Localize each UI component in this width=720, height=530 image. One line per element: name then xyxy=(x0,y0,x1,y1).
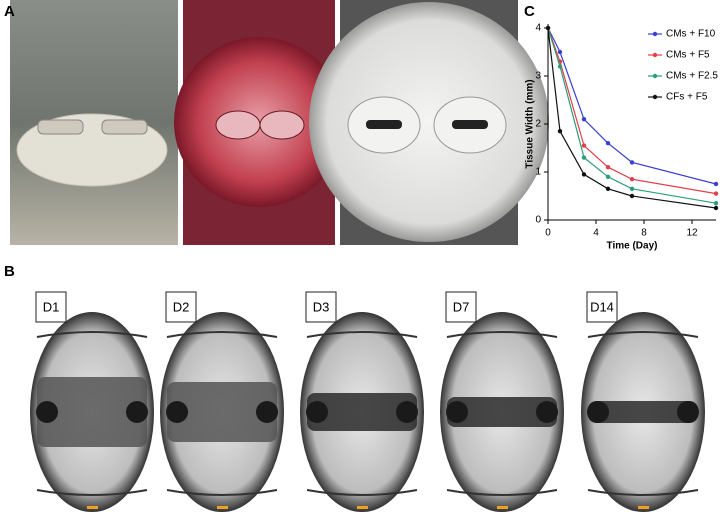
post xyxy=(587,401,609,423)
y-tick-label: 2 xyxy=(535,119,541,130)
point xyxy=(629,186,635,191)
y-tick-label: 3 xyxy=(535,71,541,82)
point xyxy=(713,181,719,187)
edge xyxy=(306,331,418,338)
series-line xyxy=(547,27,717,195)
panel-label: C xyxy=(524,3,535,20)
y-tick-label: 0 xyxy=(535,215,541,226)
tissue xyxy=(447,397,557,427)
point xyxy=(581,155,587,160)
well xyxy=(101,119,148,135)
point xyxy=(629,193,635,199)
point xyxy=(713,191,719,196)
y-tick-label: 4 xyxy=(535,23,541,34)
day-label: D2 xyxy=(173,299,190,314)
edge xyxy=(166,331,278,338)
well xyxy=(259,110,305,140)
point xyxy=(605,165,611,170)
point xyxy=(557,64,563,69)
tissue xyxy=(588,401,698,423)
point xyxy=(557,49,563,55)
dish xyxy=(309,2,549,242)
wells-b: D1 D2 D3 D7 D14 xyxy=(30,291,705,512)
well xyxy=(37,119,84,135)
legend-marker xyxy=(652,52,658,58)
edge xyxy=(36,331,148,338)
point xyxy=(713,201,719,206)
post xyxy=(677,401,699,423)
tissue xyxy=(167,382,277,442)
day-box xyxy=(586,291,618,323)
edge xyxy=(166,489,278,496)
point xyxy=(605,186,611,191)
day-box xyxy=(445,291,477,323)
legend-marker xyxy=(652,31,658,37)
legend-marker xyxy=(652,94,658,100)
post xyxy=(446,401,468,423)
legend-label: CFs + F5 xyxy=(666,92,708,103)
point xyxy=(605,141,611,146)
post xyxy=(256,401,278,423)
point xyxy=(629,177,635,182)
legend-label: CMs + F5 xyxy=(666,50,710,61)
post xyxy=(126,401,148,423)
tissue xyxy=(37,377,147,447)
post xyxy=(306,401,328,423)
photos-a xyxy=(10,0,549,245)
point xyxy=(581,172,587,177)
edge xyxy=(306,489,418,496)
x-tick-label: 0 xyxy=(545,228,551,239)
legend-marker xyxy=(652,73,658,79)
legend-label: CMs + F2.5 xyxy=(666,71,718,82)
series-line xyxy=(547,27,717,209)
post xyxy=(36,401,58,423)
x-tick-label: 4 xyxy=(593,228,599,239)
x-axis-label: Time (Day) xyxy=(607,241,658,252)
y-tick-label: 1 xyxy=(535,167,541,178)
post xyxy=(166,401,188,423)
post xyxy=(396,401,418,423)
tissue xyxy=(366,120,402,129)
day-box xyxy=(305,291,337,323)
x-tick-label: 12 xyxy=(686,228,698,239)
day-box xyxy=(35,291,67,323)
point xyxy=(545,25,551,31)
edge xyxy=(36,489,148,496)
scale-bar xyxy=(87,506,98,509)
point xyxy=(629,160,635,165)
scale-bar xyxy=(217,506,228,509)
panel-label: B xyxy=(4,263,15,280)
day-label: D3 xyxy=(313,299,330,314)
day-label: D1 xyxy=(43,299,60,314)
point xyxy=(581,117,587,122)
edge xyxy=(446,489,558,496)
legend-label: CMs + F10 xyxy=(666,29,716,40)
day-label: D14 xyxy=(590,299,614,314)
scale-bar xyxy=(638,506,649,509)
y-axis-label: Tissue Width (mm) xyxy=(525,79,536,168)
point xyxy=(713,205,719,211)
day-box xyxy=(165,291,197,323)
edge xyxy=(587,489,699,496)
edge xyxy=(446,331,558,338)
scale-bar xyxy=(357,506,368,509)
edge xyxy=(587,331,699,338)
day-label: D7 xyxy=(453,299,470,314)
well xyxy=(215,110,261,140)
point xyxy=(557,129,563,134)
post xyxy=(536,401,558,423)
scale-bar xyxy=(497,506,508,509)
tissue xyxy=(452,120,488,129)
point xyxy=(605,174,611,179)
series-line xyxy=(547,27,717,204)
point xyxy=(581,143,587,148)
panel-label: A xyxy=(4,3,15,20)
series-line xyxy=(547,27,717,185)
x-tick-label: 8 xyxy=(641,228,647,239)
tissue xyxy=(307,393,417,431)
